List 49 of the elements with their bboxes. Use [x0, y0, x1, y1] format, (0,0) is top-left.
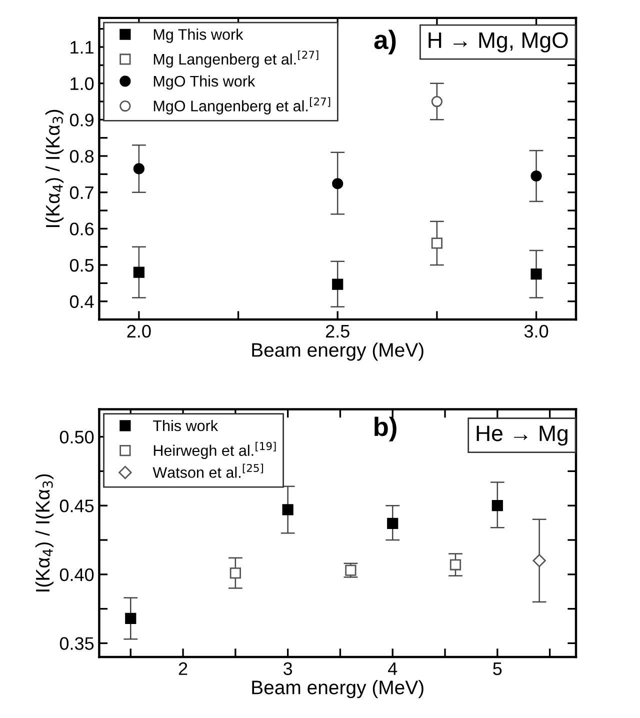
- legend-label: Mg Langenberg et al.$^{[27]}$: [154, 50, 318, 68]
- x-axis-title: Beam energy (MeV): [252, 680, 424, 698]
- point: [532, 554, 546, 568]
- y-tick-label: 0.9: [70, 114, 94, 126]
- point: [282, 504, 294, 516]
- x-tick-label: 3.0: [524, 324, 548, 338]
- x-axis-title: Beam energy (MeV): [252, 342, 424, 361]
- point: [492, 500, 503, 512]
- y-axis-title: I(Kα$_{4}$) / I(Kα$_{3}$): [35, 474, 54, 592]
- point: [450, 559, 462, 570]
- point: [387, 518, 398, 530]
- legend-label: This work: [153, 420, 218, 432]
- point: [133, 266, 144, 278]
- point: [125, 612, 136, 624]
- legend-label: Mg This work: [154, 28, 244, 43]
- x-tick-label: 2: [178, 662, 188, 675]
- y-tick-label: 0.5: [70, 258, 94, 272]
- annotation: H → Mg, MgO: [428, 32, 568, 52]
- y-tick-label: 0.40: [60, 568, 94, 582]
- x-tick-label: 4: [388, 662, 398, 675]
- x-tick-label: 2.5: [326, 324, 350, 338]
- y-tick-label: 0.4: [70, 295, 94, 308]
- legend-label: MgO Langenberg et al.$^{[27]}$: [154, 97, 330, 114]
- y-tick-label: 0.45: [60, 500, 94, 512]
- annotation: b): [374, 416, 396, 442]
- y-tick-label: 0.50: [60, 430, 94, 444]
- point: [431, 96, 442, 108]
- y-axis-title: I(Kα$_{4}$) / I(Kα$_{3}$): [45, 110, 64, 228]
- legend-label: MgO This work: [154, 75, 256, 90]
- point: [230, 567, 241, 579]
- legend-label: Watson et al.$^{[25]}$: [152, 464, 264, 478]
- point: [133, 163, 144, 174]
- x-tick-label: 2.0: [127, 324, 151, 338]
- point: [530, 268, 542, 280]
- y-tick-label: 0.7: [70, 186, 94, 200]
- point: [332, 178, 344, 190]
- y-tick-label: 0.35: [60, 637, 94, 650]
- y-tick-label: 1.1: [70, 41, 94, 54]
- annotation: a): [374, 30, 396, 54]
- legend-label: Heirwegh et al.$^{[19]}$: [154, 442, 276, 459]
- point: [530, 170, 542, 182]
- x-tick-label: 3: [283, 662, 292, 676]
- y-tick-label: 1.0: [70, 77, 94, 90]
- x-tick-label: 5: [493, 662, 502, 676]
- y-tick-label: 0.6: [70, 222, 94, 236]
- y-tick-label: 0.8: [70, 150, 94, 163]
- annotation: He → Mg: [476, 426, 568, 446]
- point: [332, 278, 344, 290]
- point: [431, 238, 442, 249]
